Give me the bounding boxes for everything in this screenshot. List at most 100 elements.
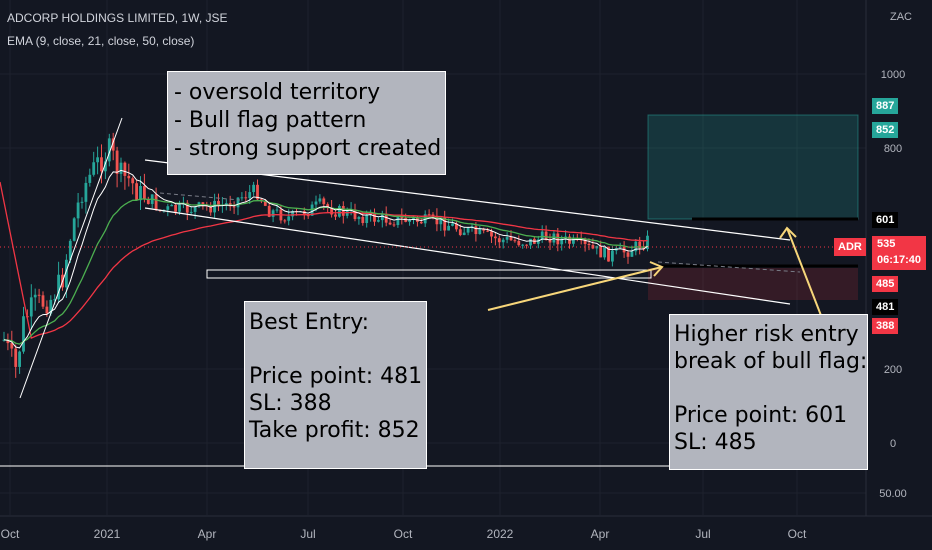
candle-body: [57, 274, 60, 300]
currency-label: ZAC: [890, 11, 912, 23]
candle-body: [22, 316, 25, 352]
arrow-to-breakout: [786, 227, 823, 319]
candle-body: [119, 162, 123, 174]
candle-body: [505, 237, 509, 240]
candle-body: [326, 204, 330, 208]
candle-body: [154, 194, 158, 210]
candle-body: [224, 203, 228, 205]
candle-body: [166, 206, 170, 210]
bar-countdown: 06:17:40: [877, 254, 922, 266]
candle-body: [240, 197, 244, 199]
candle-body: [232, 206, 236, 208]
candle-body: [80, 201, 84, 203]
candle-body: [431, 214, 435, 216]
candle-body: [170, 204, 174, 207]
candle-body: [193, 206, 197, 212]
candle-body: [100, 157, 103, 172]
candle-body: [548, 239, 552, 243]
candle-body: [104, 161, 107, 172]
y-tick-label: 800: [884, 143, 902, 155]
candle-body: [189, 211, 193, 213]
candle-body: [209, 206, 213, 213]
candle-body: [29, 297, 33, 317]
annotation-best-entry[interactable]: Best Entry: Price point: 481 SL: 388 Tak…: [244, 301, 427, 469]
price-axis: 1000 800 200 0 50.00: [879, 69, 907, 500]
candle-body: [10, 343, 14, 349]
price-tag-485: 485: [872, 276, 899, 292]
take-profit-zone: [647, 114, 859, 220]
candle-body: [287, 216, 291, 221]
x-tick-label: Apr: [591, 527, 610, 541]
x-tick-label: Jul: [300, 527, 315, 541]
candle-body: [536, 239, 540, 244]
candle-body: [49, 299, 53, 314]
forecast-dash: [657, 261, 801, 273]
candle-body: [494, 236, 497, 239]
candle-body: [388, 222, 392, 225]
candle-body: [497, 238, 501, 243]
arrow-to-support-head: [649, 261, 664, 277]
candle-body: [611, 250, 614, 262]
candle-body: [178, 204, 181, 212]
candle-body: [88, 174, 92, 183]
candle-body: [607, 246, 610, 262]
forecast-dash-2: [159, 192, 241, 201]
arrow-to-breakout-head: [779, 226, 797, 239]
candle-body: [384, 213, 388, 223]
candle-body: [291, 211, 294, 217]
y-tick-label: 50.00: [879, 488, 907, 500]
candle-body: [248, 192, 252, 199]
arrow-to-support: [487, 266, 663, 311]
candle-body: [174, 204, 177, 212]
candle-body: [427, 214, 431, 216]
candle-body: [529, 238, 532, 246]
candle-body: [267, 205, 271, 217]
candle-body: [217, 200, 220, 206]
annotation-higher-risk[interactable]: Higher risk entry break of bull flag: Pr…: [669, 314, 868, 470]
candle-body: [509, 237, 513, 241]
candle-body: [556, 233, 560, 245]
symbol-price-tag: ADR: [834, 238, 866, 256]
candle-body: [474, 226, 478, 235]
candle-body: [560, 238, 564, 245]
candle-body: [587, 244, 591, 246]
ema-9-line: [3, 169, 648, 349]
candle-body: [646, 235, 649, 249]
candle-body: [143, 186, 146, 200]
candle-body: [306, 215, 310, 217]
candle-body: [283, 220, 287, 222]
candle-body: [513, 240, 517, 242]
candle-body: [552, 233, 556, 243]
y-tick-label: 1000: [881, 69, 905, 81]
candle-body: [334, 214, 337, 217]
candle-body: [361, 216, 365, 224]
candle-body: [263, 201, 267, 206]
annotation-oversold[interactable]: - oversold territory - Bull flag pattern…: [167, 71, 446, 175]
candle-body: [443, 217, 447, 231]
x-tick-label: Oct: [788, 527, 807, 541]
candle-body: [111, 138, 115, 151]
candle-body: [45, 306, 49, 314]
candle-body: [139, 186, 142, 201]
candle-body: [439, 217, 443, 225]
stop-loss-zone: [648, 268, 858, 300]
current-price-value: 535: [877, 238, 896, 250]
candle-body: [572, 238, 575, 244]
candle-body: [462, 232, 466, 236]
candle-body: [544, 231, 548, 240]
ema-50-line: [0, 181, 648, 340]
candle-body: [213, 200, 216, 213]
candle-body: [322, 198, 326, 205]
y-tick-label: 0: [890, 438, 896, 450]
candle-body: [525, 244, 528, 246]
candle-body: [638, 241, 642, 249]
candle-body: [68, 240, 72, 260]
candle-body: [540, 231, 544, 240]
ema-21-line: [3, 198, 648, 345]
ema-indicator-label[interactable]: EMA (9, close, 21, close, 50, close): [7, 34, 195, 48]
candle-body: [435, 215, 439, 225]
candle-body: [455, 223, 458, 230]
candle-body: [146, 199, 150, 204]
symbol-title[interactable]: ADCORP HOLDINGS LIMITED, 1W, JSE: [7, 11, 228, 25]
candle-body: [377, 220, 380, 222]
